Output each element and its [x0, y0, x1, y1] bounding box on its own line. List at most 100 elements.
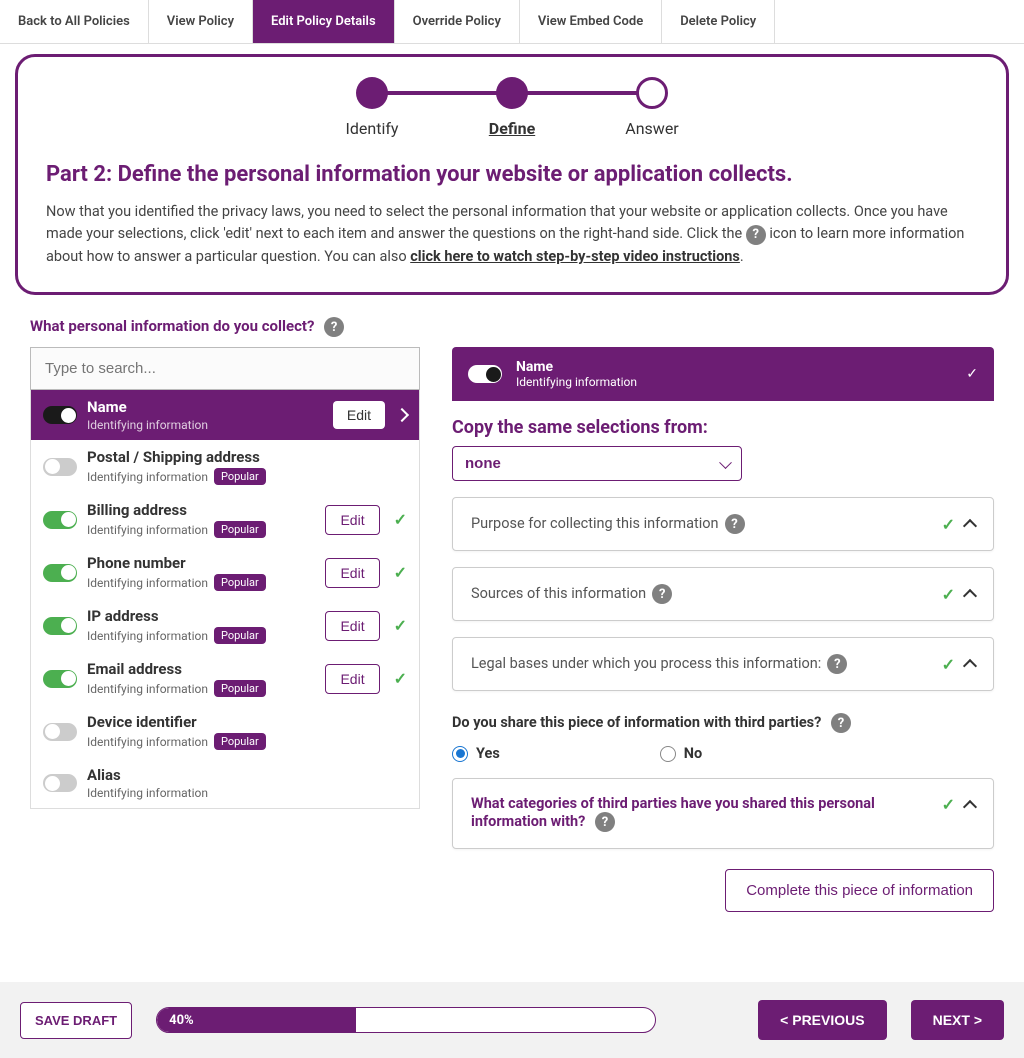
item-sub: Identifying information — [87, 418, 208, 432]
section-title: Part 2: Define the personal information … — [46, 162, 978, 187]
accordion[interactable]: Legal bases under which you process this… — [452, 637, 994, 691]
info-box: Identify Define Answer Part 2: Define the … — [15, 54, 1009, 295]
item-sub: Identifying information — [87, 682, 208, 696]
accordion[interactable]: Purpose for collecting this information?… — [452, 497, 994, 551]
list-item[interactable]: Billing addressIdentifying informationPo… — [31, 493, 419, 546]
check-icon: ✓ — [394, 563, 407, 582]
previous-button[interactable]: < PREVIOUS — [758, 1000, 886, 1040]
item-sub: Identifying information — [87, 786, 208, 800]
help-icon[interactable]: ? — [652, 584, 672, 604]
edit-button[interactable]: Edit — [325, 505, 379, 535]
item-text: Postal / Shipping addressIdentifying inf… — [87, 448, 407, 485]
toggle[interactable] — [43, 406, 77, 424]
share-question-text: Do you share this piece of information w… — [452, 714, 821, 731]
tab-edit-policy-details[interactable]: Edit Policy Details — [253, 0, 395, 43]
help-icon[interactable]: ? — [595, 812, 615, 832]
item-title: Device identifier — [87, 713, 407, 731]
step-define[interactable]: Define — [442, 77, 582, 138]
complete-button[interactable]: Complete this piece of information — [725, 869, 994, 912]
accordion-icons: ✓ — [928, 585, 975, 604]
toggle[interactable] — [43, 617, 77, 635]
help-icon[interactable]: ? — [831, 713, 851, 733]
accordion[interactable]: Sources of this information? ✓ — [452, 567, 994, 621]
tab-view-embed-code[interactable]: View Embed Code — [520, 0, 662, 43]
item-text: IP addressIdentifying informationPopular — [87, 607, 325, 644]
check-icon: ✓ — [942, 795, 955, 814]
columns: NameIdentifying informationEditPostal / … — [15, 347, 1009, 912]
help-icon[interactable]: ? — [324, 317, 344, 337]
info-period: . — [740, 248, 744, 265]
radio-yes[interactable]: Yes — [452, 745, 500, 762]
chevron-up-icon — [963, 519, 977, 533]
edit-button[interactable]: Edit — [325, 558, 379, 588]
radio-yes-circle — [452, 746, 468, 762]
progress-bar: 40% — [157, 1008, 356, 1032]
step-label: Define — [489, 119, 535, 138]
next-button[interactable]: NEXT > — [911, 1000, 1004, 1040]
tab-delete-policy[interactable]: Delete Policy — [662, 0, 775, 43]
right-column: Name Identifying information ✓ Copy the … — [452, 347, 994, 912]
toggle[interactable] — [43, 564, 77, 582]
copy-label: Copy the same selections from: — [452, 417, 994, 438]
step-label: Answer — [625, 119, 678, 138]
popular-badge: Popular — [214, 574, 266, 591]
item-text: NameIdentifying information — [87, 398, 333, 432]
accordion-icons: ✓ — [928, 515, 975, 534]
step-identify[interactable]: Identify — [302, 77, 442, 138]
help-icon[interactable]: ? — [725, 514, 745, 534]
item-title: Alias — [87, 766, 407, 784]
list-item[interactable]: Phone numberIdentifying informationPopul… — [31, 546, 419, 599]
edit-button[interactable]: Edit — [333, 401, 385, 429]
radio-row: Yes No — [452, 745, 994, 762]
list-item[interactable]: Device identifierIdentifying information… — [31, 705, 419, 758]
accordion-icons: ✓ — [928, 795, 975, 814]
item-sub: Identifying information — [87, 523, 208, 537]
list-item[interactable]: IP addressIdentifying informationPopular… — [31, 599, 419, 652]
item-title: Billing address — [87, 501, 325, 519]
accordion-third-parties[interactable]: What categories of third parties have yo… — [452, 778, 994, 849]
help-icon[interactable]: ? — [827, 654, 847, 674]
accordion-title: Sources of this information? — [471, 584, 918, 604]
radio-no-label: No — [684, 745, 702, 762]
radio-no[interactable]: No — [660, 745, 702, 762]
toggle[interactable] — [43, 670, 77, 688]
question-label: What personal information do you collect… — [30, 317, 1009, 337]
list-item[interactable]: NameIdentifying informationEdit — [31, 390, 419, 440]
copy-select[interactable]: none — [452, 446, 742, 481]
main-container: Identify Define Answer Part 2: Define the … — [0, 44, 1024, 912]
popular-badge: Popular — [214, 733, 266, 750]
toggle[interactable] — [43, 774, 77, 792]
detail-toggle[interactable] — [468, 365, 502, 383]
edit-button[interactable]: Edit — [325, 611, 379, 641]
tabs-bar: Back to All PoliciesView PolicyEdit Poli… — [0, 0, 1024, 44]
save-draft-button[interactable]: SAVE DRAFT — [20, 1002, 132, 1039]
list-item[interactable]: Alias Identifying information — [31, 758, 419, 808]
popular-badge: Popular — [214, 627, 266, 644]
radio-yes-label: Yes — [476, 745, 500, 762]
search-input[interactable] — [30, 347, 420, 390]
popular-badge: Popular — [214, 468, 266, 485]
edit-button[interactable]: Edit — [325, 664, 379, 694]
tab-view-policy[interactable]: View Policy — [149, 0, 253, 43]
toggle[interactable] — [43, 511, 77, 529]
video-link[interactable]: click here to watch step-by-step video i… — [410, 248, 740, 265]
item-sub: Identifying information — [87, 470, 208, 484]
accordion-title: Legal bases under which you process this… — [471, 654, 918, 674]
chevron-up-icon — [963, 589, 977, 603]
item-list: NameIdentifying informationEditPostal / … — [30, 390, 420, 809]
help-icon[interactable]: ? — [746, 225, 766, 245]
accordion-icons: ✓ — [928, 655, 975, 674]
toggle[interactable] — [43, 723, 77, 741]
tab-override-policy[interactable]: Override Policy — [395, 0, 520, 43]
chevron-right-icon — [395, 408, 409, 422]
toggle[interactable] — [43, 458, 77, 476]
detail-header-text: Name Identifying information — [516, 359, 966, 389]
step-answer[interactable]: Answer — [582, 77, 722, 138]
list-item[interactable]: Postal / Shipping addressIdentifying inf… — [31, 440, 419, 493]
third-party-q-text: What categories of third parties have yo… — [471, 795, 875, 830]
tab-back-to-all-policies[interactable]: Back to All Policies — [0, 0, 149, 43]
left-column: NameIdentifying informationEditPostal / … — [30, 347, 420, 912]
item-title: Phone number — [87, 554, 325, 572]
list-item[interactable]: Email addressIdentifying informationPopu… — [31, 652, 419, 705]
check-icon: ✓ — [942, 585, 955, 604]
